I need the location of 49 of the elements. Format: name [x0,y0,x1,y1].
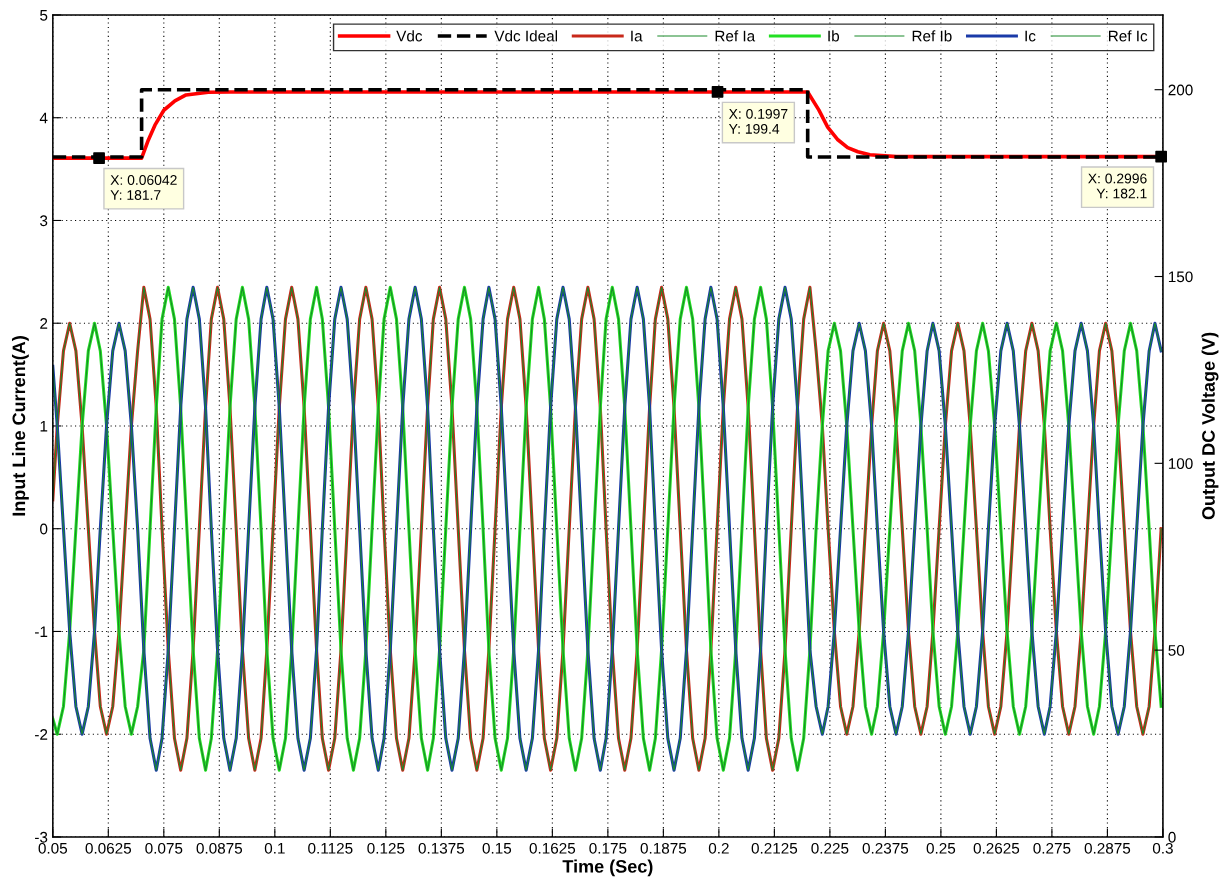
y2-tick-label: 150 [1168,271,1193,283]
x-tick-label: 0.2375 [862,842,909,854]
x-tick-label: 0.275 [1033,842,1071,854]
x-tick-label: 0.1125 [308,842,353,854]
y-tick-label: 5 [40,10,48,21]
y-tick-label: -1 [35,626,48,637]
y-axis-title: Input Line Current(A) [11,336,29,516]
x-tick-label: 0.2875 [1084,842,1131,854]
legend-label: Ref Ia [715,30,756,42]
x-axis-title: Time (Sec) [562,859,653,877]
legend-label: Ib [828,30,840,42]
legend-label: Vdc Ideal [494,30,558,42]
x-tick-label: 0.175 [589,842,627,854]
y-tick-label: 2 [40,318,48,329]
x-tick-label: 0.0625 [85,842,132,854]
y2-tick-label: 50 [1168,645,1185,656]
x-tick-label: 0.0875 [196,842,243,854]
y-tick-label: 0 [40,523,48,535]
legend-label: Ref Ib [912,30,952,42]
x-tick-label: 0.075 [145,842,183,854]
x-tick-label: 0.15 [482,842,512,854]
data-label: X: 0.06042 Y: 181.7 [110,175,177,200]
legend-label: Ic [1025,30,1036,42]
legend-label: Vdc [396,30,423,42]
y2-tick-label: 200 [1168,84,1193,96]
x-tick-label: 0.1375 [418,842,465,854]
x-tick-label: 0.2 [708,842,729,854]
x-tick-label: 0.1 [264,842,285,854]
x-tick-label: 0.2125 [751,842,798,854]
x-tick-label: 0.225 [811,842,849,854]
y-tick-label: 1 [40,420,48,432]
data-label: X: 0.2996 Y: 182.1 [1088,173,1147,199]
y2-axis-title: Output DC Voltage (V) [1201,332,1219,520]
legend-label: Ia [631,30,643,42]
y-tick-label: 4 [39,112,48,124]
x-tick-label: 0.1625 [529,842,576,854]
legend-label: Ref Ic [1108,30,1148,42]
x-tick-label: 0.1875 [640,842,687,854]
y-tick-label: -2 [35,729,48,740]
y2-tick-label: 100 [1168,458,1193,470]
y-tick-label: 3 [40,215,48,227]
x-tick-label: 0.25 [926,842,956,854]
x-tick-label: 0.3 [1152,842,1173,854]
y-tick-label: -3 [35,831,48,843]
x-tick-label: 0.05 [38,842,68,854]
data-label: X: 0.1997 Y: 199.4 [728,108,788,134]
x-tick-label: 0.125 [367,842,405,854]
x-tick-label: 0.2625 [973,842,1020,854]
y2-tick-label: 0 [1168,831,1176,843]
